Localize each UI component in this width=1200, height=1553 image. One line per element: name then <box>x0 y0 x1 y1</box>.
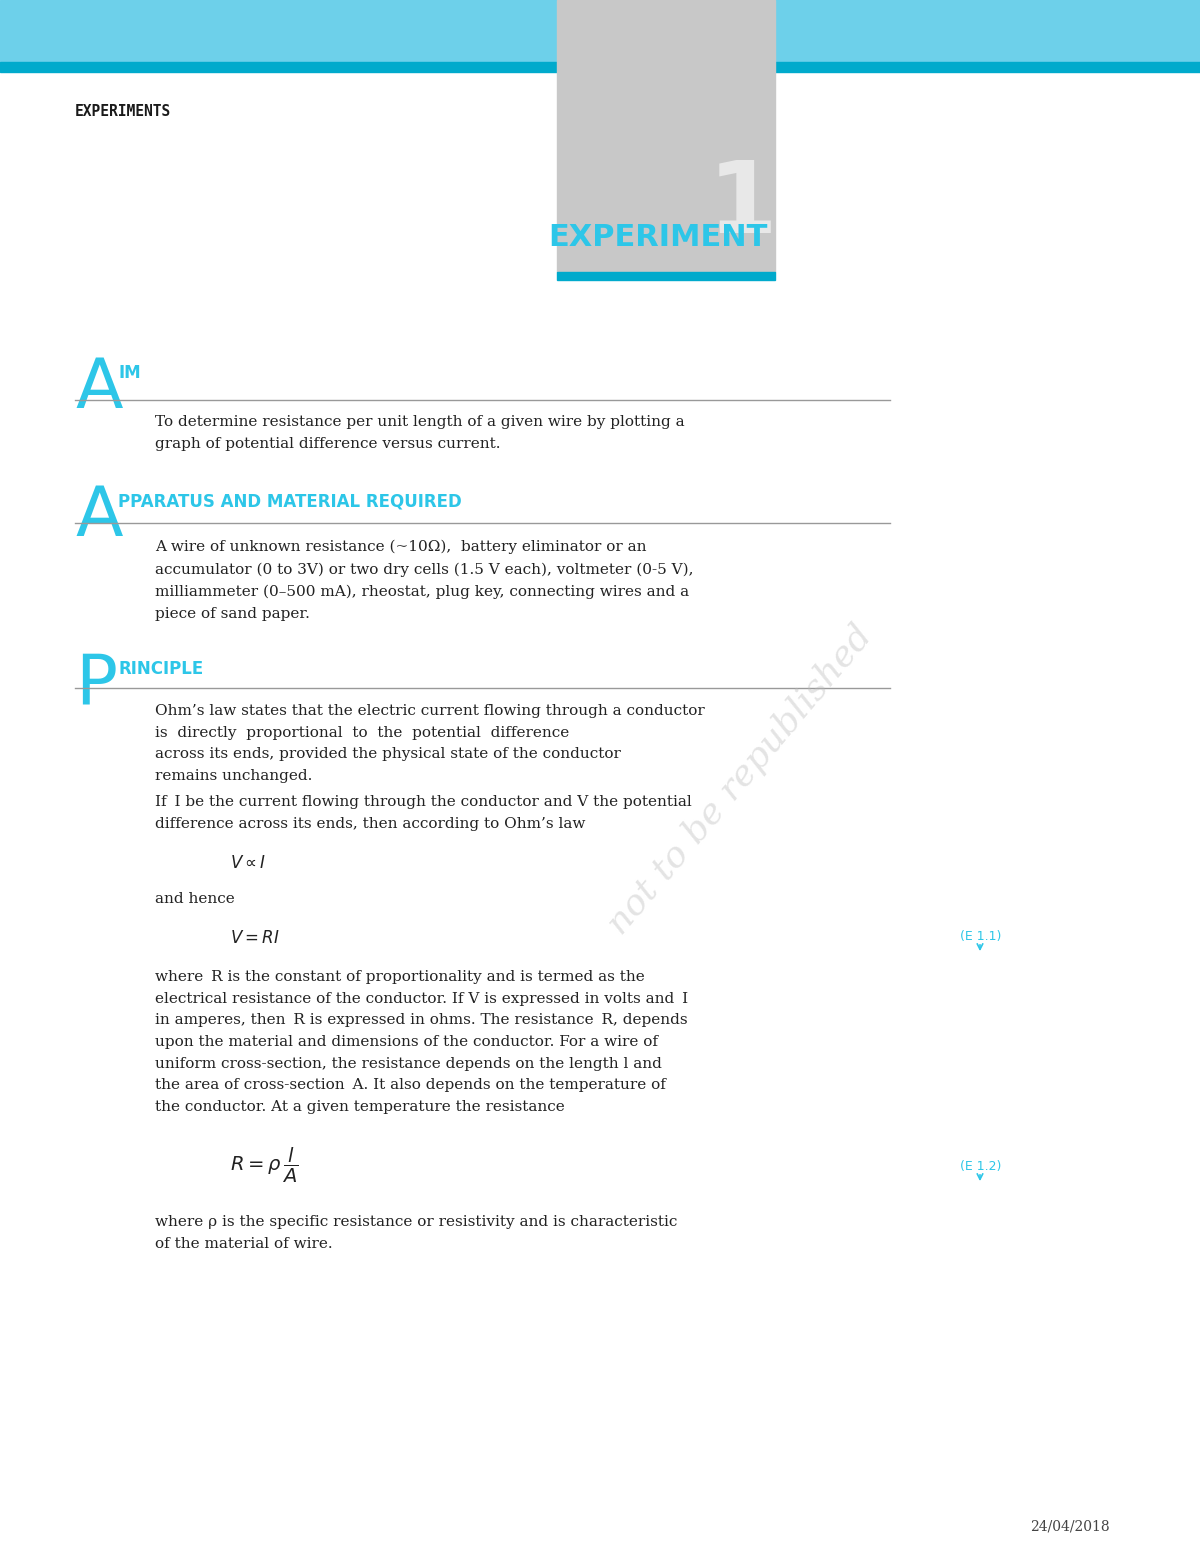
Bar <box>0 62 1200 71</box>
Text: $V = RI$: $V = RI$ <box>230 930 280 947</box>
Text: If  I be the current flowing through the conductor and V the potential
differenc: If I be the current flowing through the … <box>155 795 691 831</box>
Text: RINCIPLE: RINCIPLE <box>118 660 203 677</box>
Text: and hence: and hence <box>155 891 235 905</box>
Text: A: A <box>74 483 122 550</box>
Text: where  R is the constant of proportionality and is termed as the
electrical resi: where R is the constant of proportionali… <box>155 971 688 1114</box>
Text: P: P <box>74 651 118 717</box>
Text: To determine resistance per unit length of a given wire by plotting a
graph of p: To determine resistance per unit length … <box>155 415 685 450</box>
Text: A: A <box>74 356 122 422</box>
Text: PPARATUS AND MATERIAL REQUIRED: PPARATUS AND MATERIAL REQUIRED <box>118 492 462 511</box>
Text: where ρ is the specific resistance or resistivity and is characteristic
of the m: where ρ is the specific resistance or re… <box>155 1214 677 1250</box>
Text: Ohm’s law states that the electric current flowing through a conductor
is  direc: Ohm’s law states that the electric curre… <box>155 704 704 783</box>
Text: 24/04/2018: 24/04/2018 <box>1030 1520 1110 1534</box>
Bar <box>557 272 775 280</box>
Text: A wire of unknown resistance (~10Ω),  battery eliminator or an
accumulator (0 to: A wire of unknown resistance (~10Ω), bat… <box>155 540 694 621</box>
Text: (E 1.1): (E 1.1) <box>960 930 1001 943</box>
Bar <box>557 0 775 272</box>
Bar <box>0 0 1200 62</box>
Text: EXPERIMENTS: EXPERIMENTS <box>74 104 172 120</box>
Text: (E 1.2): (E 1.2) <box>960 1160 1001 1173</box>
Text: not to be republished: not to be republished <box>601 620 880 941</box>
Text: $R = \rho\,\dfrac{l}{A}$: $R = \rho\,\dfrac{l}{A}$ <box>230 1146 299 1185</box>
Text: $V \propto I$: $V \propto I$ <box>230 856 266 871</box>
Text: EXPERIMENT: EXPERIMENT <box>548 224 768 252</box>
Text: IM: IM <box>118 365 140 382</box>
Text: 1: 1 <box>707 157 778 255</box>
